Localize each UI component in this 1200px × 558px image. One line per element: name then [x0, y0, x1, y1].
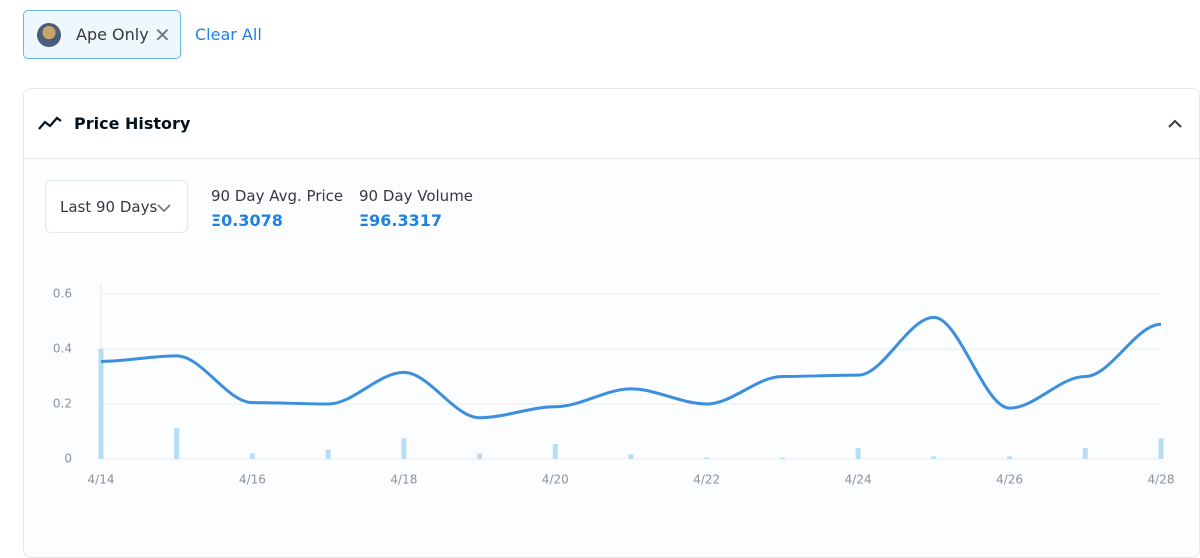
price-history-panel: Price History Last 90 Days 90 Day Avg. P… [23, 88, 1200, 558]
stat-label: 90 Day Avg. Price [211, 187, 344, 205]
collection-icon [37, 23, 61, 47]
trend-icon [38, 116, 62, 130]
stat-value: Ξ0.3078 [211, 211, 283, 230]
y-tick-label: 0.6 [53, 287, 72, 301]
range-dropdown[interactable]: Last 90 Days [45, 180, 188, 233]
volume-bar [855, 448, 861, 459]
dropdown-caret [157, 204, 171, 212]
x-tick-label: 4/22 [693, 473, 720, 487]
volume-bar [325, 449, 331, 459]
chip-label: Ape Only [76, 25, 149, 44]
volume-bar [1007, 456, 1013, 459]
price-line [100, 315, 1162, 420]
y-tick-label: 0.4 [53, 342, 72, 356]
y-tick-label: 0 [64, 452, 72, 466]
x-tick-label: 4/16 [239, 473, 266, 487]
panel-header[interactable]: Price History [24, 89, 1199, 159]
collapse-icon[interactable] [1167, 119, 1183, 129]
x-tick-label: 4/20 [542, 473, 569, 487]
clear-all[interactable]: Clear All [195, 25, 262, 44]
stat-label: 90 Day Volume [359, 187, 474, 205]
volume-bar [174, 427, 180, 459]
x-tick-label: 4/18 [390, 473, 417, 487]
x-tick-label: 4/28 [1148, 473, 1175, 487]
volume-bar [477, 453, 483, 459]
volume-bar [98, 349, 104, 459]
stat: 90 Day Volume Ξ96.3317 [359, 187, 473, 230]
volume-bar [704, 457, 710, 459]
panel-title: Price History [74, 114, 191, 133]
x-tick-label: 4/24 [845, 473, 872, 487]
stat: 90 Day Avg. Price Ξ0.3078 [211, 187, 343, 230]
volume-bar [552, 443, 558, 459]
y-tick-label: 0.2 [53, 397, 72, 411]
volume-bar [931, 456, 937, 459]
volume-bar [1158, 438, 1164, 459]
filter-chip[interactable]: Ape Only ✕ [23, 10, 181, 59]
volume-bar [1082, 448, 1088, 459]
volume-bar [628, 454, 634, 459]
volume-bar [249, 453, 255, 459]
range-label: Last 90 Days [60, 198, 158, 216]
remove-filter[interactable]: ✕ [154, 23, 171, 47]
volume-bar [401, 438, 407, 459]
x-tick-label: 4/26 [996, 473, 1023, 487]
stat-value: Ξ96.3317 [359, 211, 442, 230]
volume-bar [779, 457, 785, 459]
x-tick-label: 4/14 [88, 473, 115, 487]
